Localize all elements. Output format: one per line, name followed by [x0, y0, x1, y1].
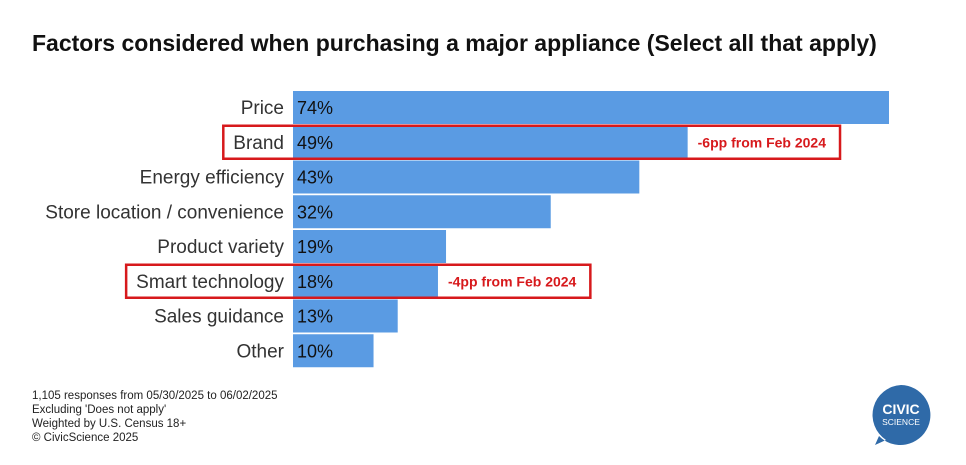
logo-speech-bubble [872, 385, 931, 445]
category-label-smart-technology: Smart technology [136, 272, 284, 293]
bar-other [293, 334, 374, 368]
highlight-box-smart-technology [124, 263, 592, 299]
highlight-box-brand [222, 124, 842, 160]
category-label-energy-efficiency: Energy efficiency [140, 168, 285, 189]
value-label-other: 10% [297, 341, 333, 361]
value-label-sales-guidance: 13% [297, 307, 333, 327]
footnotes: 1,105 responses from 05/30/2025 to 06/02… [32, 389, 278, 445]
civicscience-logo: CIVIC SCIENCE [872, 385, 931, 445]
category-label-store-location-convenience: Store location / convenience [45, 202, 284, 223]
category-label-other: Other [236, 341, 284, 362]
bar-smart-technology [293, 264, 438, 298]
bar-brand [293, 125, 688, 159]
bar-energy-efficiency [293, 160, 640, 194]
category-label-price: Price [241, 98, 284, 119]
bar-price [293, 91, 889, 124]
category-label-product-variety: Product variety [157, 237, 284, 258]
annotation-brand: -6pp from Feb 2024 [698, 134, 827, 150]
footnote-responses: 1,105 responses from 05/30/2025 to 06/02… [32, 390, 278, 402]
bar-sales-guidance [293, 299, 398, 333]
value-label-smart-technology: 18% [297, 272, 333, 292]
value-label-store-location-convenience: 32% [297, 202, 333, 222]
value-label-price: 74% [297, 98, 333, 118]
bar-product-variety [293, 230, 447, 263]
category-label-sales-guidance: Sales guidance [154, 307, 284, 328]
chart-title: Factors considered when purchasing a maj… [32, 30, 877, 56]
footnote-copyright: © CivicScience 2025 [32, 432, 139, 444]
value-label-brand: 49% [297, 133, 333, 153]
footnote-weighting: Weighted by U.S. Census 18+ [32, 418, 187, 430]
value-label-energy-efficiency: 43% [297, 168, 333, 188]
bar-store-location-convenience [293, 195, 551, 229]
logo-text-civic: CIVIC [882, 401, 919, 417]
footnote-exclusion: Excluding 'Does not apply' [32, 404, 167, 416]
annotation-smart-technology: -4pp from Feb 2024 [448, 273, 577, 289]
logo-text-science: SCIENCE [882, 417, 920, 427]
category-label-brand: Brand [233, 133, 284, 154]
value-label-product-variety: 19% [297, 237, 333, 257]
